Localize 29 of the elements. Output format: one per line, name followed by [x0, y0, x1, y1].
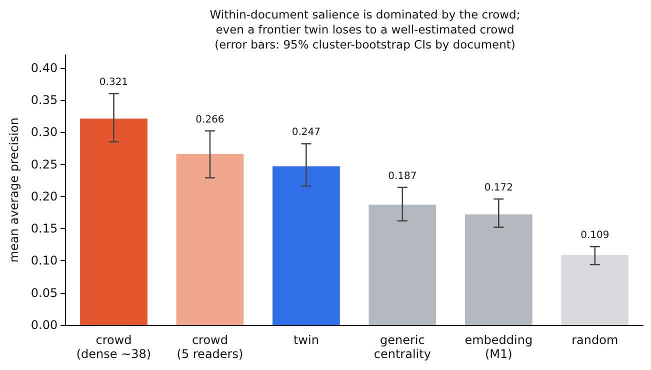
bar — [80, 118, 148, 325]
y-tick-label: 0.10 — [30, 254, 58, 268]
bar — [561, 254, 629, 325]
y-axis-title: mean average precision — [7, 118, 21, 262]
y-tick-label: 0.05 — [30, 286, 58, 300]
y-tick-label: 0.40 — [30, 60, 58, 75]
y-tick-label: 0.30 — [30, 125, 58, 140]
y-tick-label: 0.20 — [30, 189, 58, 204]
bar — [176, 154, 244, 325]
x-tick-label: random — [572, 333, 618, 347]
bar — [368, 204, 436, 325]
x-tick-label: twin — [293, 333, 319, 347]
y-tick-label: 0.35 — [30, 93, 58, 107]
y-tick-label: 0.00 — [30, 318, 58, 332]
y-tick-label: 0.25 — [30, 157, 58, 172]
y-tick-label: 0.15 — [30, 222, 58, 236]
data-label: 0.321 — [99, 77, 128, 88]
x-tick-label: crowd (dense ~38) — [76, 333, 152, 361]
data-label: 0.187 — [388, 170, 417, 182]
x-tick-label: generic centrality — [374, 333, 431, 361]
data-label: 0.266 — [196, 114, 224, 126]
data-label: 0.172 — [484, 182, 513, 194]
data-label: 0.109 — [580, 230, 610, 242]
bar — [464, 214, 532, 325]
bar — [272, 166, 340, 325]
x-tick-label: crowd (5 readers) — [176, 333, 244, 361]
chart-title: Within-document salience is dominated by the crowd; even a frontier twin loses to a well-estimated crowd (error bars: 95% cluster-bootstrap CIs by document) — [210, 8, 520, 52]
data-label: 0.247 — [292, 127, 321, 138]
x-tick-label: embedding (M1) — [464, 333, 533, 361]
